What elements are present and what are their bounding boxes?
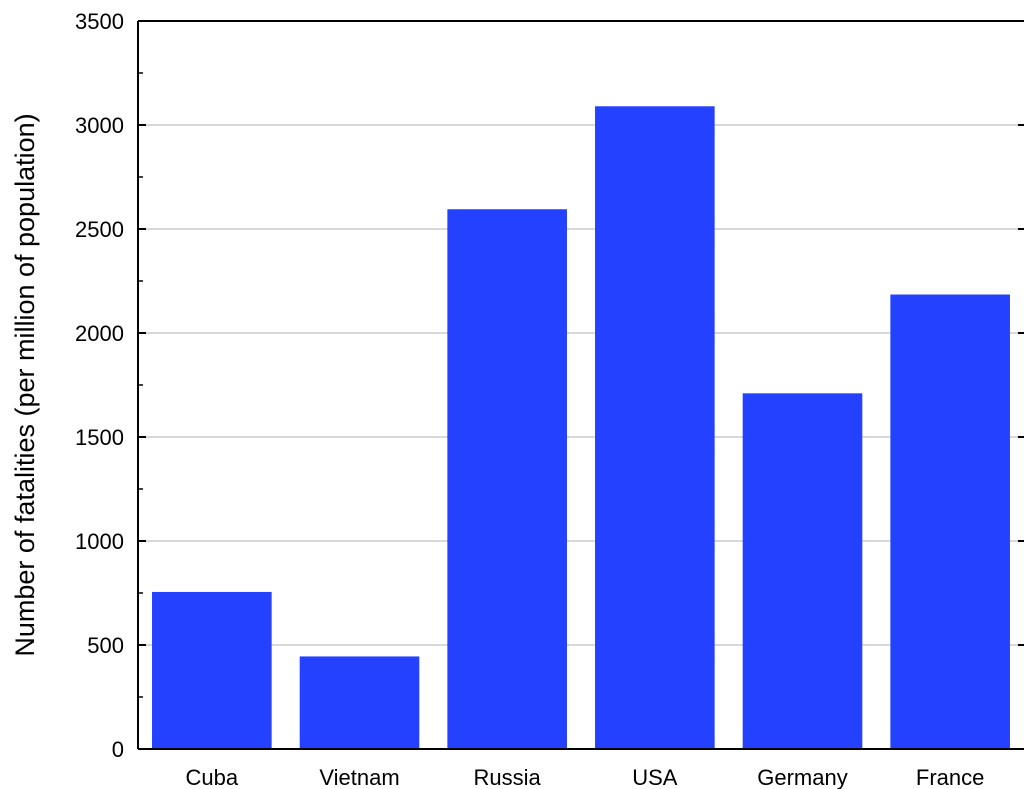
y-tick-label: 1500 — [75, 425, 124, 450]
bar-usa — [595, 106, 715, 749]
y-tick-label: 1000 — [75, 529, 124, 554]
category-label: USA — [632, 765, 678, 789]
y-tick-label: 2000 — [75, 321, 124, 346]
category-label: Cuba — [186, 765, 239, 789]
bar-france — [890, 294, 1010, 749]
bar-russia — [447, 209, 567, 750]
bar-germany — [742, 393, 863, 749]
bar-cuba — [152, 591, 272, 749]
y-tick-label: 0 — [112, 737, 124, 762]
y-axis-title: Number of fatalities (per million of pop… — [10, 113, 40, 656]
bars — [152, 106, 1010, 750]
y-tick-label: 500 — [87, 633, 124, 658]
y-tick-label: 3000 — [75, 113, 124, 138]
category-label: France — [916, 765, 984, 789]
bar-vietnam — [299, 656, 420, 749]
axes — [137, 20, 1024, 750]
y-tick-label: 3500 — [75, 9, 124, 34]
y-tick-labels: 0 500 1000 1500 2000 2500 3000 3500 — [75, 9, 124, 762]
category-label: Russia — [474, 765, 542, 789]
category-label: Germany — [757, 765, 847, 789]
category-label: Vietnam — [319, 765, 399, 789]
grid-lines — [138, 124, 1024, 646]
x-category-labels: Cuba Vietnam Russia USA Germany France — [186, 765, 985, 789]
y-tick-label: 2500 — [75, 217, 124, 242]
